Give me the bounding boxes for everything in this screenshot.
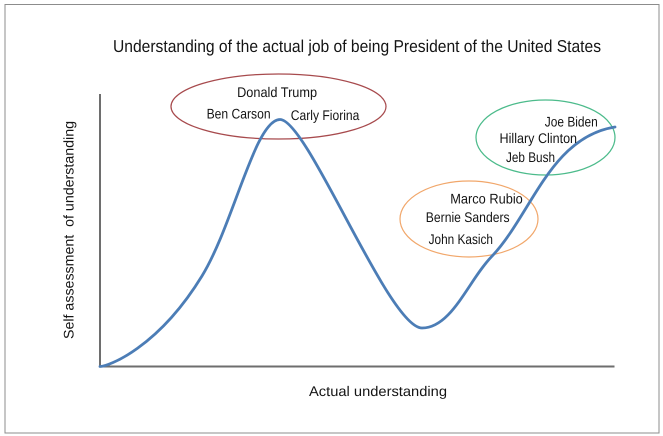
svg-text:John Kasich: John Kasich [429,231,493,247]
svg-text:Joe Biden: Joe Biden [545,114,598,130]
svg-text:Donald Trump: Donald Trump [237,84,317,100]
svg-text:Ben Carson: Ben Carson [207,106,271,122]
svg-text:Jeb Bush: Jeb Bush [506,149,555,165]
svg-text:Self assessment of understand: Self assessment of understanding [61,121,77,339]
svg-text:Carly Fiorina: Carly Fiorina [291,107,360,123]
svg-text:Actual understanding: Actual understanding [309,383,447,399]
svg-text:Hillary Clinton: Hillary Clinton [500,130,578,146]
svg-text:Marco Rubio: Marco Rubio [450,191,523,207]
svg-text:Bernie Sanders: Bernie Sanders [426,209,510,225]
svg-text:Understanding of the actual jo: Understanding of the actual job of being… [113,36,601,56]
